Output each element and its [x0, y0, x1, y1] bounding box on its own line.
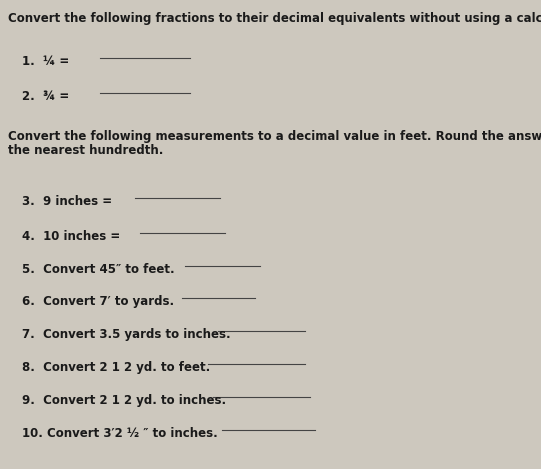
Text: 7.  Convert 3.5 yards to inches.: 7. Convert 3.5 yards to inches. — [22, 328, 230, 341]
Text: 4.  10 inches =: 4. 10 inches = — [22, 230, 120, 243]
Text: Convert the following measurements to a decimal value in feet. Round the answer : Convert the following measurements to a … — [8, 130, 541, 143]
Text: the nearest hundredth.: the nearest hundredth. — [8, 144, 163, 157]
Text: 6.  Convert 7′ to yards.: 6. Convert 7′ to yards. — [22, 295, 174, 308]
Text: 5.  Convert 45″ to feet.: 5. Convert 45″ to feet. — [22, 263, 175, 276]
Text: Convert the following fractions to their decimal equivalents without using a cal: Convert the following fractions to their… — [8, 12, 541, 25]
Text: 3.  9 inches =: 3. 9 inches = — [22, 195, 112, 208]
Text: 10. Convert 3′2 ½ ″ to inches.: 10. Convert 3′2 ½ ″ to inches. — [22, 427, 217, 440]
Text: 8.  Convert 2 1 2 yd. to feet.: 8. Convert 2 1 2 yd. to feet. — [22, 361, 210, 374]
Text: 9.  Convert 2 1 2 yd. to inches.: 9. Convert 2 1 2 yd. to inches. — [22, 394, 226, 407]
Text: 2.  ¾ =: 2. ¾ = — [22, 90, 69, 103]
Text: 1.  ¼ =: 1. ¼ = — [22, 55, 69, 68]
